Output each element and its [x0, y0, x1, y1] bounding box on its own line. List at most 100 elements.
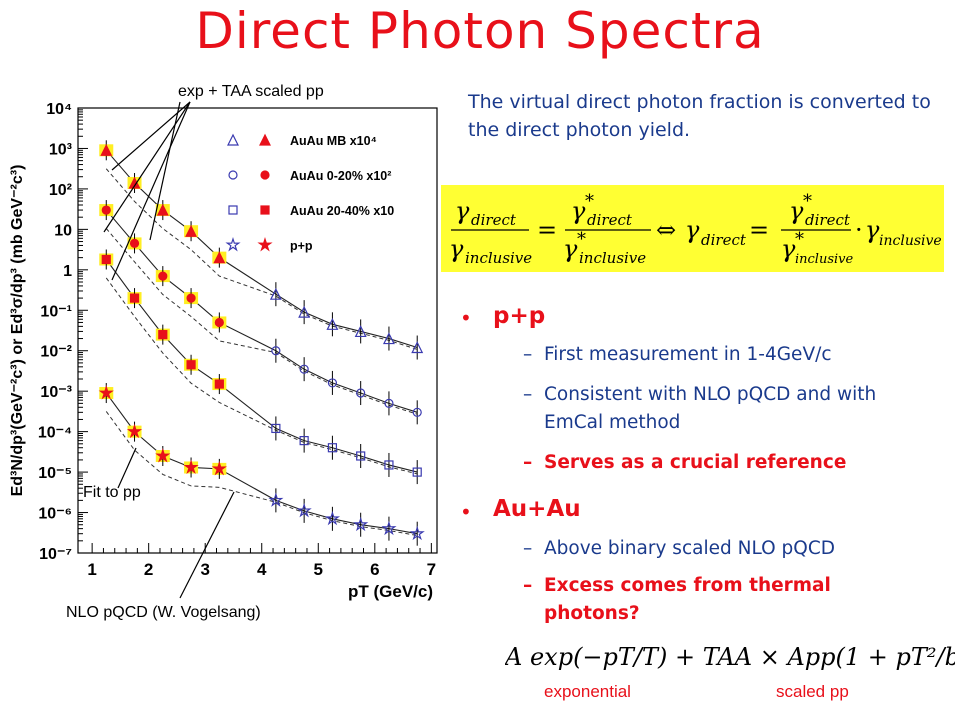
circle-marker	[186, 293, 196, 303]
f4-num-gamma: γ	[789, 197, 804, 225]
x-tick-label: 1	[87, 560, 96, 579]
circle-marker	[299, 364, 309, 374]
annotation-nlo: NLO pQCD (W. Vogelsang)	[66, 604, 261, 621]
circle-marker	[260, 170, 270, 180]
eq2: =	[749, 216, 769, 244]
y-axis-label: Ed³N/dp³(GeV⁻²c³) or Ed³σ/dp³ (mb GeV⁻²c…	[9, 165, 26, 497]
triangle-marker	[100, 143, 113, 156]
y-tick-label: 10⁻⁷	[39, 546, 72, 563]
scaled-pp-curve	[105, 277, 418, 475]
fit-formula: A exp(−pT/T) + TAA × App(1 + pT²/b)^−n	[505, 643, 955, 671]
star-marker	[211, 460, 227, 476]
note-text: The virtual direct photon fraction is co…	[468, 91, 931, 141]
x-tick-label: 7	[427, 560, 436, 579]
fit-curve	[105, 209, 418, 413]
f1-num-sub: direct	[471, 211, 517, 229]
fit-curve	[105, 259, 418, 473]
circle-marker	[356, 388, 366, 398]
dash-1: –	[523, 344, 533, 365]
bullet-item-pp-3: Serves as a crucial reference	[544, 452, 847, 473]
star-marker	[183, 459, 199, 474]
circle-marker	[384, 398, 394, 408]
triangle-marker	[269, 287, 282, 300]
star-marker	[324, 510, 341, 526]
star-marker	[353, 516, 369, 532]
square-marker	[384, 460, 394, 470]
y-tick-label: 10	[54, 222, 72, 239]
triangle-marker	[298, 305, 311, 318]
x-axis-label: pT (GeV/c)	[348, 582, 433, 601]
square-marker	[129, 293, 140, 303]
y-tick-label: 10³	[49, 141, 72, 158]
y-tick-label: 10⁴	[46, 101, 72, 118]
y-tick-label: 10⁻²	[40, 344, 72, 361]
dash-2: –	[523, 384, 533, 405]
label-scaled-pp: scaled pp	[776, 682, 849, 701]
circle-marker	[271, 346, 281, 356]
bullet-dot-2: •	[460, 500, 472, 524]
f4-den-star: *	[795, 229, 804, 250]
slide-title: Direct Photon Spectra	[195, 2, 765, 60]
star-marker	[225, 237, 241, 252]
circle-marker	[129, 238, 140, 248]
fit-formula-text: A exp(−pT/T) + TAA × App(1 + pT²/b)^−n	[505, 643, 955, 671]
x-tick-label: 5	[314, 560, 323, 579]
star-marker	[98, 385, 114, 400]
fit-curve	[105, 392, 418, 535]
triangle-marker	[259, 133, 271, 146]
f1-den-sub: inclusive	[465, 249, 532, 267]
star-marker	[257, 237, 273, 252]
f4-den-gamma: γ	[781, 235, 796, 263]
star-marker	[126, 423, 143, 439]
y-tick-label: 10⁻⁶	[38, 506, 72, 523]
x-tick-label: 2	[144, 560, 153, 579]
square-marker	[101, 254, 111, 265]
star-marker	[381, 520, 397, 536]
star-marker	[296, 502, 312, 518]
square-marker	[271, 423, 281, 434]
square-marker	[260, 205, 270, 215]
x-tick-label: 4	[257, 560, 267, 579]
square-marker	[299, 436, 309, 446]
f3-sub: direct	[701, 231, 747, 249]
axis-ticks: 1 2 3 4 5 6 7 pT (GeV/c) 10⁻⁷ 10⁻⁶ 10⁻⁵ 10⁻⁴ 10⁻³ 10⁻…	[9, 101, 436, 601]
f2-num-sub: direct	[587, 211, 633, 229]
arrow-exp-taa	[149, 101, 181, 241]
circle-marker	[101, 205, 111, 215]
triangle-marker	[354, 325, 367, 338]
legend-label: p+p	[290, 239, 313, 253]
plot-area	[77, 107, 438, 554]
y-tick-label: 10⁻³	[40, 384, 72, 401]
square-marker	[356, 451, 366, 461]
label-exponential: exponential	[544, 682, 631, 701]
eq1: =	[537, 216, 557, 244]
bullet-item-pp-1: First measurement in 1-4GeV/c	[544, 344, 832, 365]
bullet-item-auau-1: Above binary scaled NLO pQCD	[544, 538, 835, 559]
arrow-nlo	[179, 491, 235, 599]
triangle-marker	[227, 133, 239, 146]
triangle-marker	[213, 251, 226, 264]
bullet-heading-auau: Au+Au	[493, 496, 581, 522]
square-marker	[228, 205, 238, 215]
f4-num-star: *	[803, 191, 812, 212]
f5-gamma: γ	[865, 216, 880, 244]
f2-den-star: *	[577, 229, 586, 250]
annotation-fit-pp: Fit to pp	[83, 484, 141, 501]
arrow-fit-pp	[117, 447, 137, 489]
f5-sub: inclusive	[879, 233, 942, 249]
f3-gamma: γ	[685, 216, 700, 244]
circle-marker	[158, 271, 168, 281]
data-points	[98, 140, 425, 546]
ratio-formula: γ direct γ inclusive = γ * direct γ * in…	[449, 191, 942, 267]
f4-num-sub: direct	[805, 211, 851, 229]
circle-marker	[214, 317, 224, 328]
annotation-exp-taa: exp + TAA scaled pp	[178, 83, 324, 100]
star-marker	[155, 448, 171, 463]
legend-label: AuAu 0-20% x10²	[290, 169, 391, 183]
legend: AuAu MB x10⁴ AuAu 0-20% x10² AuAu 20-40% x…	[225, 133, 394, 253]
square-marker	[327, 443, 338, 453]
circle-marker	[228, 170, 238, 180]
dash-4: –	[523, 538, 533, 559]
triangle-marker	[411, 341, 424, 354]
f2-num-gamma: γ	[571, 197, 586, 225]
